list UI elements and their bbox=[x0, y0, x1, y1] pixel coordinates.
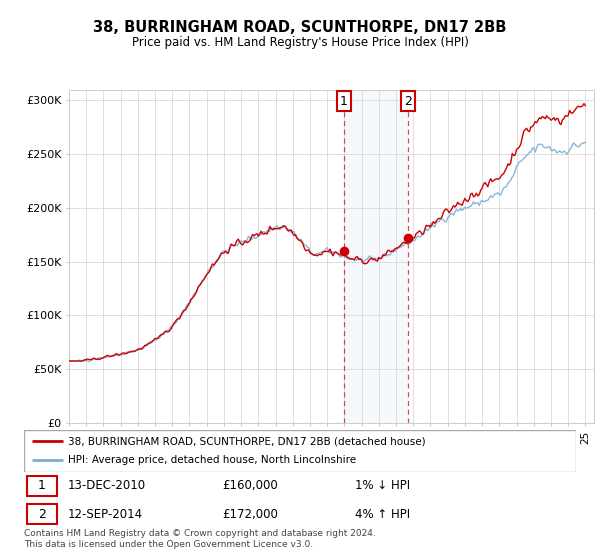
Text: 1% ↓ HPI: 1% ↓ HPI bbox=[355, 479, 410, 492]
Text: 2: 2 bbox=[404, 95, 412, 108]
Text: 13-DEC-2010: 13-DEC-2010 bbox=[68, 479, 146, 492]
Text: 4% ↑ HPI: 4% ↑ HPI bbox=[355, 508, 410, 521]
Text: £172,000: £172,000 bbox=[223, 508, 278, 521]
FancyBboxPatch shape bbox=[27, 504, 57, 524]
Text: 12-SEP-2014: 12-SEP-2014 bbox=[68, 508, 143, 521]
Text: HPI: Average price, detached house, North Lincolnshire: HPI: Average price, detached house, Nort… bbox=[68, 455, 356, 465]
Text: £160,000: £160,000 bbox=[223, 479, 278, 492]
Text: 1: 1 bbox=[340, 95, 347, 108]
Text: Price paid vs. HM Land Registry's House Price Index (HPI): Price paid vs. HM Land Registry's House … bbox=[131, 36, 469, 49]
Bar bbox=[344, 90, 408, 423]
Text: 1: 1 bbox=[38, 479, 46, 492]
FancyBboxPatch shape bbox=[24, 430, 576, 472]
FancyBboxPatch shape bbox=[27, 476, 57, 496]
Text: 38, BURRINGHAM ROAD, SCUNTHORPE, DN17 2BB: 38, BURRINGHAM ROAD, SCUNTHORPE, DN17 2B… bbox=[94, 20, 506, 35]
Text: 38, BURRINGHAM ROAD, SCUNTHORPE, DN17 2BB (detached house): 38, BURRINGHAM ROAD, SCUNTHORPE, DN17 2B… bbox=[68, 436, 426, 446]
Text: Contains HM Land Registry data © Crown copyright and database right 2024.
This d: Contains HM Land Registry data © Crown c… bbox=[24, 529, 376, 549]
Text: 2: 2 bbox=[38, 508, 46, 521]
